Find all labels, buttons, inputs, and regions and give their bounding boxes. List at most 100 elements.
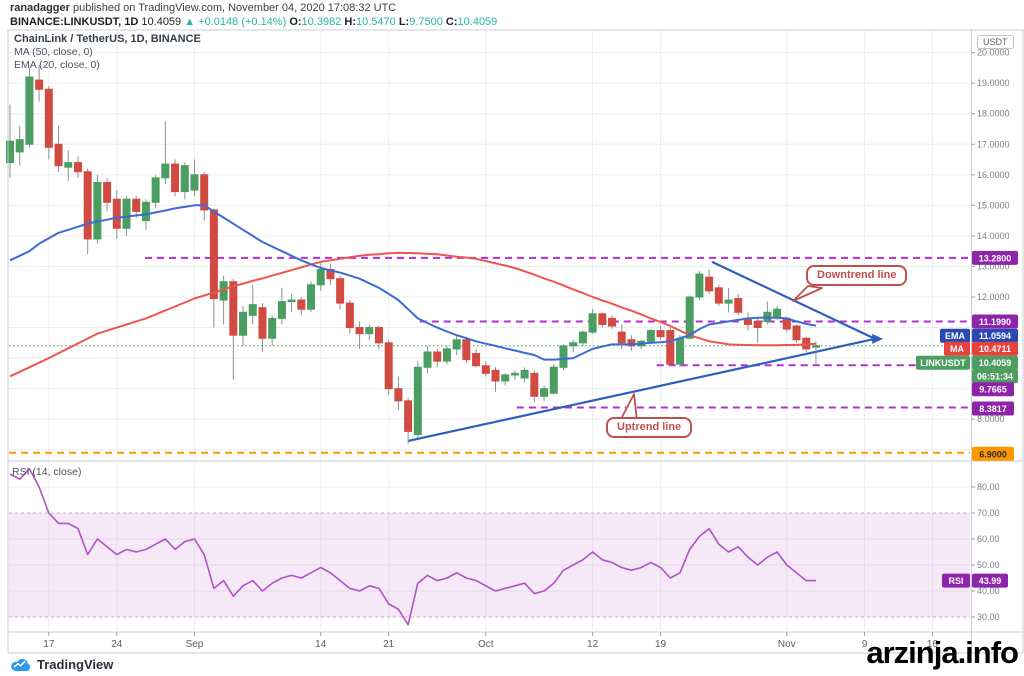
- legend-ma[interactable]: MA (50, close, 0): [14, 46, 93, 58]
- candle[interactable]: [365, 327, 374, 335]
- axis-badges: 13.2800 11.1990 EMA 11.0594 MA 10.4711 LINKUSD…: [916, 250, 1018, 588]
- candle[interactable]: [151, 177, 160, 203]
- candle[interactable]: [336, 278, 345, 304]
- candle[interactable]: [6, 140, 14, 164]
- candle[interactable]: [598, 313, 607, 325]
- candle[interactable]: [433, 351, 442, 362]
- candle[interactable]: [35, 79, 44, 90]
- candle[interactable]: [588, 313, 597, 333]
- candle[interactable]: [374, 327, 383, 344]
- legend-ema[interactable]: EMA (20, close, 0): [14, 59, 100, 71]
- candle[interactable]: [569, 342, 578, 347]
- candles-layer[interactable]: [6, 64, 820, 444]
- candle[interactable]: [559, 345, 568, 368]
- candle[interactable]: [608, 317, 617, 327]
- price-axis-label: 13.0000: [977, 261, 1010, 271]
- candle[interactable]: [307, 284, 316, 310]
- candle[interactable]: [472, 353, 481, 367]
- candle[interactable]: [200, 174, 209, 211]
- candle[interactable]: [666, 330, 675, 365]
- candle[interactable]: [15, 139, 24, 153]
- candle[interactable]: [646, 330, 655, 342]
- candle[interactable]: [297, 299, 306, 310]
- legend-symbol[interactable]: ChainLink / TetherUS, 1D, BINANCE: [14, 33, 201, 45]
- candle[interactable]: [481, 365, 490, 374]
- candle[interactable]: [442, 348, 451, 362]
- candle[interactable]: [161, 163, 170, 179]
- candle[interactable]: [423, 351, 432, 368]
- rsi-line[interactable]: [9, 467, 816, 626]
- candle[interactable]: [277, 301, 286, 319]
- candle[interactable]: [44, 88, 53, 148]
- candle[interactable]: [404, 400, 413, 432]
- candle[interactable]: [501, 374, 510, 382]
- candle[interactable]: [394, 388, 403, 402]
- candle[interactable]: [287, 299, 296, 303]
- candle[interactable]: [355, 327, 364, 335]
- candle[interactable]: [112, 198, 121, 229]
- candle[interactable]: [724, 299, 733, 304]
- candle[interactable]: [209, 209, 218, 300]
- rsi-line[interactable]: [9, 467, 816, 626]
- ma50-line[interactable]: [9, 251, 816, 378]
- ma50-line[interactable]: [9, 251, 816, 378]
- uptrend-annotation[interactable]: Uptrend line: [606, 417, 693, 438]
- candle[interactable]: [25, 76, 34, 145]
- candle[interactable]: [83, 171, 92, 240]
- candle[interactable]: [617, 331, 626, 344]
- candle[interactable]: [316, 269, 325, 286]
- ema20-line[interactable]: [9, 204, 817, 361]
- candle[interactable]: [171, 163, 180, 193]
- candle[interactable]: [530, 372, 539, 397]
- candle[interactable]: [520, 369, 529, 379]
- candle[interactable]: [141, 201, 150, 222]
- tradingview-wordmark[interactable]: TradingView: [37, 657, 114, 672]
- candle[interactable]: [695, 273, 704, 298]
- candle[interactable]: [413, 366, 422, 435]
- rsi-legend[interactable]: RSI (14, close): [12, 466, 82, 478]
- candle[interactable]: [258, 307, 267, 339]
- price-axis[interactable]: 20.0000 19.0000 18.0000 17.0000 16.0000 15.00…: [971, 48, 1010, 622]
- candle[interactable]: [64, 162, 73, 168]
- candle[interactable]: [811, 345, 820, 348]
- candle[interactable]: [714, 287, 723, 304]
- candle[interactable]: [180, 165, 189, 193]
- candle[interactable]: [578, 331, 587, 344]
- candle[interactable]: [685, 296, 694, 339]
- candle[interactable]: [753, 320, 762, 329]
- candle[interactable]: [734, 298, 743, 313]
- downtrend-annotation[interactable]: Downtrend line: [806, 265, 908, 286]
- candle[interactable]: [248, 304, 257, 316]
- candle[interactable]: [345, 302, 354, 329]
- candle[interactable]: [190, 174, 199, 191]
- candle[interactable]: [675, 337, 684, 365]
- candle[interactable]: [229, 281, 238, 336]
- candle[interactable]: [462, 339, 471, 361]
- candle[interactable]: [656, 330, 665, 338]
- time-axis[interactable]: 17 24 Sep 14 21 Oct 12 19 Nov 9 16: [43, 632, 938, 650]
- candle[interactable]: [549, 366, 558, 394]
- candle[interactable]: [239, 311, 248, 336]
- candle[interactable]: [491, 369, 500, 382]
- candle[interactable]: [792, 325, 801, 341]
- candle[interactable]: [122, 198, 131, 229]
- candle[interactable]: [93, 181, 102, 240]
- candle[interactable]: [705, 276, 714, 292]
- price-levels[interactable]: [9, 256, 970, 454]
- candle[interactable]: [103, 181, 112, 203]
- candle[interactable]: [510, 372, 519, 376]
- candle[interactable]: [627, 339, 636, 347]
- uptrend-line[interactable]: [407, 337, 876, 442]
- candle[interactable]: [384, 342, 393, 390]
- candle[interactable]: [132, 198, 141, 212]
- ema20-line[interactable]: [9, 204, 817, 361]
- candle[interactable]: [773, 308, 782, 318]
- candle[interactable]: [54, 143, 63, 167]
- candle[interactable]: [73, 162, 82, 173]
- currency-toggle-button[interactable]: USDT: [977, 35, 1014, 49]
- candle[interactable]: [540, 388, 549, 397]
- candle[interactable]: [268, 317, 277, 339]
- axis-badge-text: 8.3817: [979, 404, 1007, 414]
- candle[interactable]: [452, 339, 461, 350]
